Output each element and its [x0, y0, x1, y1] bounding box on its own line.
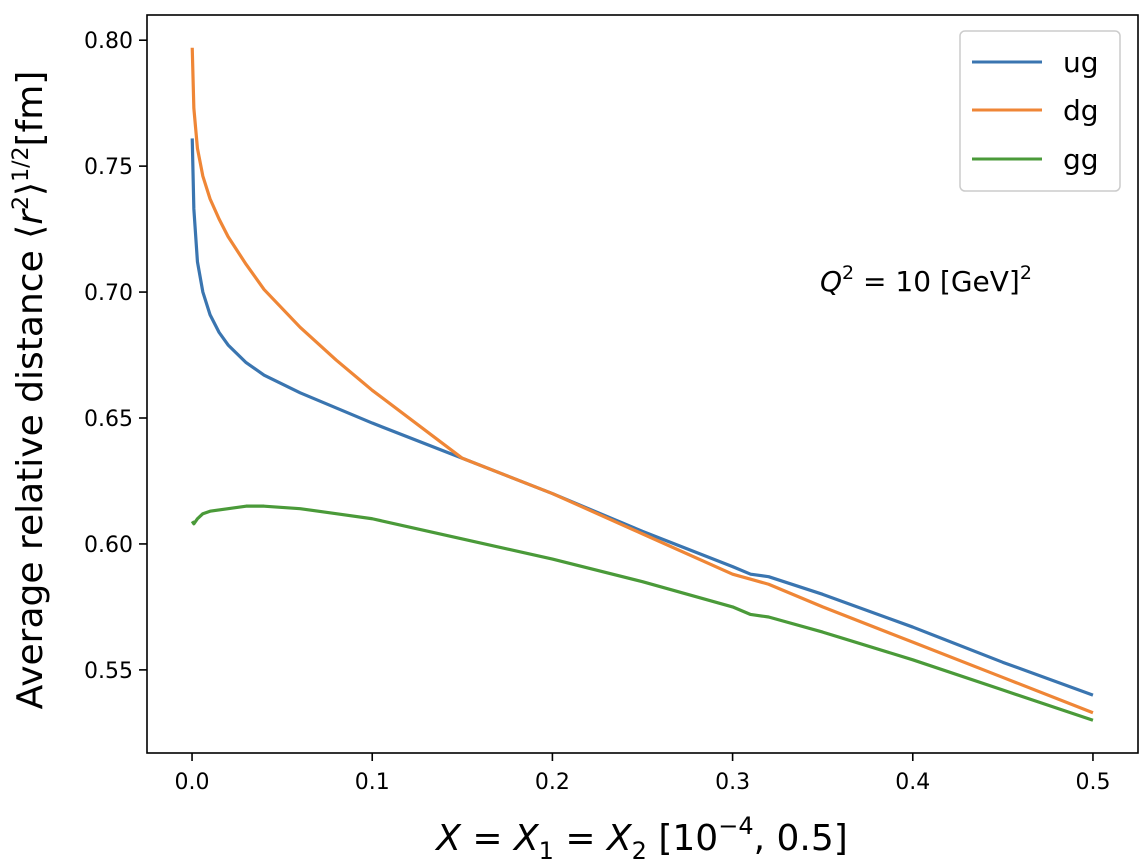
q2-annotation: Q2 = 10 [GeV]2: [820, 262, 1032, 298]
y-tick-label: 0.60: [84, 533, 133, 558]
legend-label-dg: dg: [1063, 94, 1099, 127]
y-tick-label: 0.55: [84, 659, 133, 684]
legend-label-gg: gg: [1063, 143, 1099, 176]
axes-frame: [146, 14, 1139, 754]
x-tick-label: 0.4: [895, 770, 930, 795]
plot-area: [190, 47, 1094, 722]
series-line-ug: [190, 138, 1094, 697]
series-line-gg: [190, 504, 1094, 722]
y-tick-label: 0.75: [84, 155, 133, 180]
axis-ticks: 0.0 0.1 0.2 0.3 0.4 0.5 0.55 0.60 0.65 0.70 0.75 0.…: [84, 29, 1110, 795]
x-tick-label: 0.2: [535, 770, 570, 795]
x-tick-label: 0.0: [175, 770, 210, 795]
x-tick-label: 0.3: [715, 770, 750, 795]
legend-label-ug: ug: [1063, 46, 1099, 79]
x-axis-title: X = X1 = X2 [10−4, 0.5]: [434, 812, 848, 860]
y-tick-label: 0.80: [84, 29, 133, 54]
x-tick-label: 0.5: [1075, 770, 1110, 795]
x-tick-label: 0.1: [355, 770, 390, 795]
series-line-dg: [190, 47, 1094, 715]
y-tick-label: 0.70: [84, 281, 133, 306]
y-tick-label: 0.65: [84, 407, 133, 432]
legend: ug dg gg: [959, 30, 1121, 192]
